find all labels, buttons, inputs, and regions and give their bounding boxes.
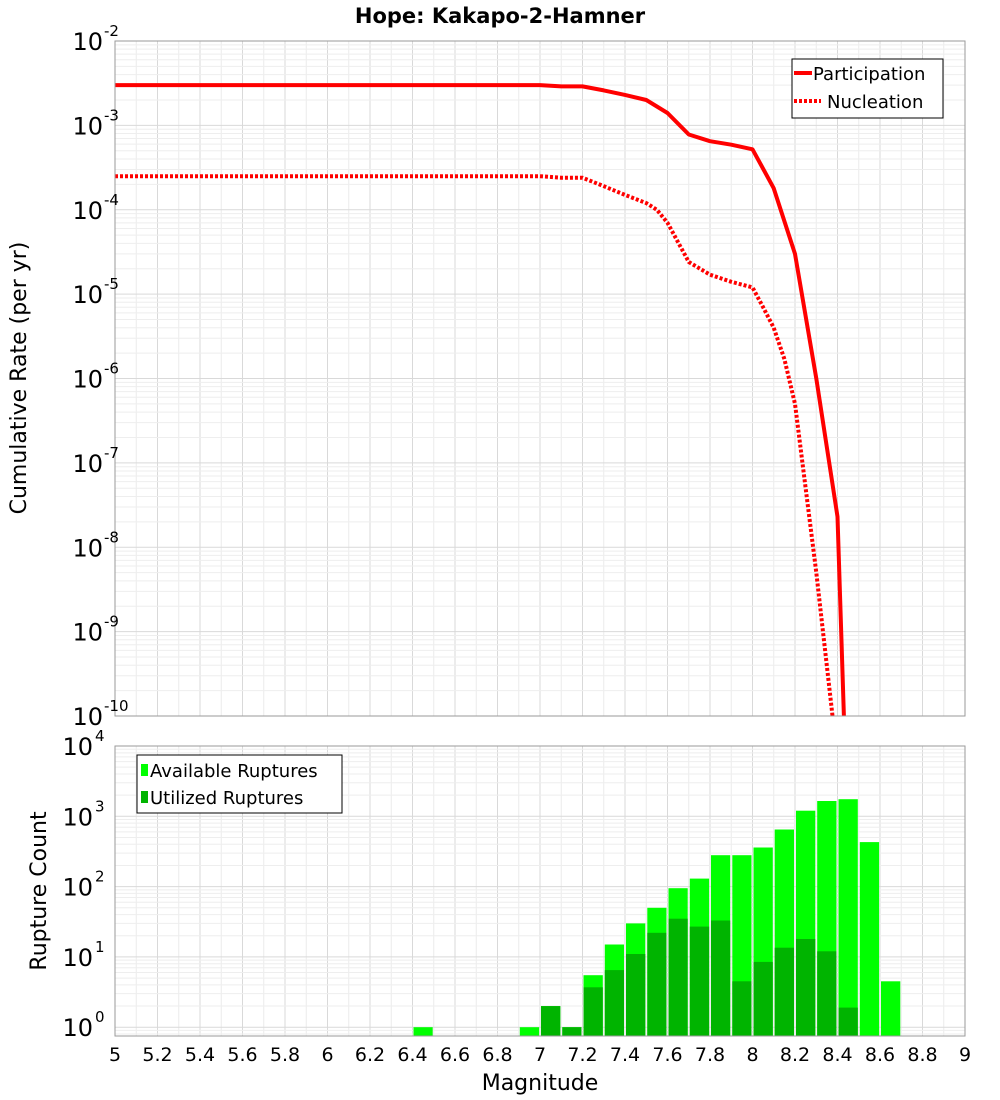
top-y-tick-exponent: -2 xyxy=(104,22,119,40)
x-tick-label: 7 xyxy=(534,1044,546,1066)
top-y-tick-label: 10 xyxy=(72,450,103,478)
x-tick-label: 6.6 xyxy=(440,1044,470,1066)
x-tick-label: 5.8 xyxy=(270,1044,300,1066)
top-y-tick-label: 10 xyxy=(72,28,103,56)
x-tick-label: 5.4 xyxy=(185,1044,215,1066)
x-tick-label: 6.4 xyxy=(397,1044,427,1066)
x-tick-label: 9 xyxy=(959,1044,971,1066)
top-y-tick-label: 10 xyxy=(72,112,103,140)
bottom-bars-layer xyxy=(413,799,901,1036)
top-y-tick-exponent: -7 xyxy=(104,444,119,462)
chart-title: Hope: Kakapo-2-Hamner xyxy=(355,4,646,28)
x-tick-label: 7.2 xyxy=(567,1044,597,1066)
bar-utilized xyxy=(753,961,773,1036)
x-tick-label: 5.2 xyxy=(142,1044,172,1066)
x-tick-label: 6 xyxy=(321,1044,333,1066)
bar-utilized xyxy=(626,954,646,1036)
top-y-tick-exponent: -4 xyxy=(104,191,119,209)
x-tick-label: 8.4 xyxy=(822,1044,852,1066)
top-y-tick-exponent: -10 xyxy=(104,697,129,715)
bottom-y-tick-label: 10 xyxy=(62,874,93,902)
bar-available xyxy=(519,1027,540,1036)
bar-utilized xyxy=(711,920,731,1036)
top-series-layer xyxy=(115,83,846,716)
x-tick-label: 8.8 xyxy=(907,1044,937,1066)
bottom-y-axis-label: Rupture Count xyxy=(27,811,52,971)
bottom-y-tick-label: 10 xyxy=(62,1014,93,1042)
legend-label-nucleation: Nucleation xyxy=(827,92,923,113)
bottom-y-tick-label: 10 xyxy=(62,733,93,761)
bottom-y-tick-exponent: 0 xyxy=(95,1008,105,1026)
bottom-y-tick-exponent: 2 xyxy=(95,868,105,886)
bottom-y-tick-label: 10 xyxy=(62,803,93,831)
top-y-axis-label: Cumulative Rate (per yr) xyxy=(7,242,32,515)
bottom-y-tick-exponent: 1 xyxy=(95,938,105,956)
top-grid xyxy=(114,41,966,717)
x-tick-label: 6.2 xyxy=(355,1044,385,1066)
bar-utilized xyxy=(562,1027,582,1036)
bar-utilized xyxy=(583,987,603,1036)
top-plot-frame xyxy=(114,40,966,717)
bar-available xyxy=(881,981,901,1036)
bar-available xyxy=(859,842,880,1036)
top-plot-panel: 10-210-310-410-510-610-710-810-910-10 Cu… xyxy=(7,22,966,731)
top-y-tick-exponent: -6 xyxy=(104,360,119,378)
bottom-y-tick-label: 10 xyxy=(62,944,93,972)
top-y-tick-exponent: -5 xyxy=(104,275,119,293)
top-y-tick-exponent: -9 xyxy=(104,613,119,631)
legend-label-available: Available Ruptures xyxy=(150,761,318,782)
x-tick-label: 8.2 xyxy=(780,1044,810,1066)
top-legend: Participation Nucleation xyxy=(791,58,944,119)
top-legend-box xyxy=(791,58,944,119)
bar-utilized xyxy=(668,918,688,1036)
bottom-y-tick-exponent: 3 xyxy=(95,797,105,815)
top-y-tick-exponent: -3 xyxy=(104,106,119,124)
top-y-tick-label: 10 xyxy=(72,703,103,731)
top-y-tick-label: 10 xyxy=(72,619,103,647)
x-tick-label: 8.6 xyxy=(865,1044,895,1066)
x-tick-label: 7.4 xyxy=(610,1044,640,1066)
legend-label-utilized: Utilized Ruptures xyxy=(150,788,303,809)
top-y-tick-label: 10 xyxy=(72,281,103,309)
bar-available xyxy=(413,1027,433,1036)
bar-utilized xyxy=(774,947,794,1036)
bottom-x-tick-labels: 5 5.2 5.4 5.6 5.8 6 6.2 6.4 6.6 6.8 7 7.2 7.4 7.6 7.8 8… xyxy=(109,1044,971,1066)
x-tick-label: 7.8 xyxy=(695,1044,725,1066)
bottom-plot-frame xyxy=(114,745,966,1037)
bottom-legend-box xyxy=(136,754,343,814)
bar-utilized xyxy=(541,1006,561,1036)
legend-swatch-utilized xyxy=(141,791,148,803)
bar-utilized xyxy=(817,951,837,1036)
top-y-tick-exponent: -8 xyxy=(104,528,119,546)
x-tick-label: 6.8 xyxy=(482,1044,512,1066)
bar-utilized xyxy=(647,932,667,1036)
bar-utilized xyxy=(796,939,816,1036)
bar-utilized xyxy=(604,970,624,1036)
top-y-tick-labels: 10-210-310-410-510-610-710-810-910-10 xyxy=(72,22,128,731)
x-axis-label: Magnitude xyxy=(482,1071,599,1096)
legend-swatch-available xyxy=(141,764,148,776)
bottom-y-tick-exponent: 4 xyxy=(95,727,105,745)
series-line-participation xyxy=(115,83,846,716)
bottom-legend: Available Ruptures Utilized Ruptures xyxy=(136,754,343,814)
top-y-tick-label: 10 xyxy=(72,366,103,394)
bar-utilized xyxy=(732,981,752,1036)
legend-label-participation: Participation xyxy=(813,64,925,85)
x-tick-label: 7.6 xyxy=(652,1044,682,1066)
bar-utilized xyxy=(838,1007,858,1036)
series-line-nucleation xyxy=(115,174,842,716)
bar-utilized xyxy=(689,926,710,1036)
x-tick-label: 8 xyxy=(746,1044,758,1066)
x-tick-label: 5.6 xyxy=(227,1044,257,1066)
x-tick-label: 5 xyxy=(109,1044,121,1066)
top-y-tick-label: 10 xyxy=(72,534,103,562)
bar-available xyxy=(838,799,858,1036)
top-y-tick-label: 10 xyxy=(72,197,103,225)
